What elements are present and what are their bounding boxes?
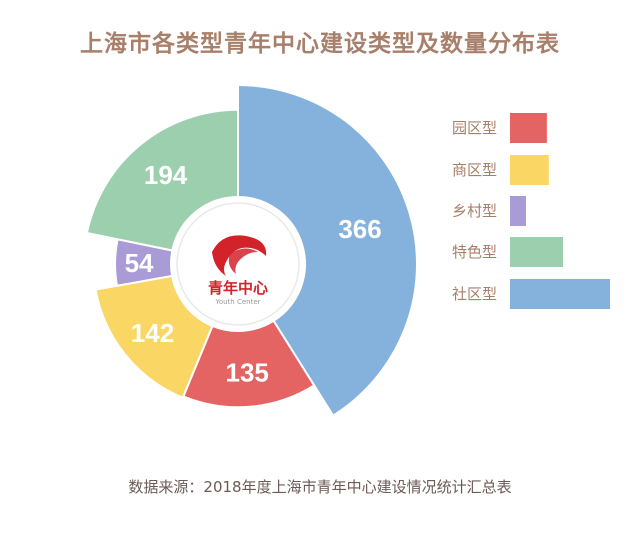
- legend-bar-shangqu: [510, 155, 549, 185]
- source-note: 数据来源：2018年度上海市青年中心建设情况统计汇总表: [128, 478, 512, 496]
- legend-bar-shequ: [510, 279, 610, 309]
- logo-emblem-icon: [212, 235, 267, 276]
- legend-bar-tese: [510, 237, 564, 267]
- slice-value-yuanqu: 135: [226, 358, 269, 388]
- legend-label-tese: 特色型: [452, 243, 497, 261]
- slice-labels: 135 142 54 194 366: [125, 160, 382, 388]
- center-logo: 青年中心 Youth Center: [171, 197, 305, 331]
- slice-value-shangqu: 142: [131, 318, 174, 348]
- slice-value-xiangcun: 54: [125, 248, 154, 278]
- legend-label-yuanqu: 园区型: [452, 119, 497, 137]
- legend-label-shequ: 社区型: [452, 285, 497, 303]
- chart-title: 上海市各类型青年中心建设类型及数量分布表: [80, 31, 560, 57]
- legend-label-xiangcun: 乡村型: [452, 202, 497, 220]
- logo-subtext: Youth Center: [214, 298, 260, 306]
- legend-label-shangqu: 商区型: [452, 161, 497, 179]
- slice-value-shequ: 366: [338, 214, 381, 244]
- logo-text: 青年中心: [208, 279, 268, 297]
- legend-bar-xiangcun: [510, 196, 526, 226]
- legend-bar-yuanqu: [510, 113, 547, 143]
- logo-inner-circle: [176, 202, 300, 326]
- slice-value-tese: 194: [144, 160, 188, 190]
